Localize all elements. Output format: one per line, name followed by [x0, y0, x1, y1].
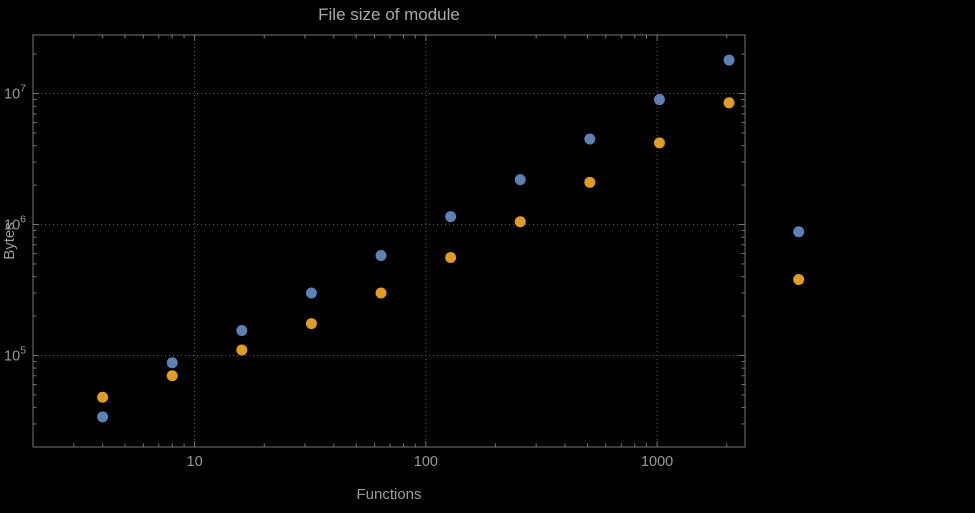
chart-title: File size of module [318, 5, 460, 24]
y-tick-label: 105 [4, 344, 26, 364]
data-point-orange [305, 318, 317, 330]
data-point-orange [236, 344, 248, 356]
data-point-blue [375, 249, 387, 261]
data-point-orange [653, 137, 665, 149]
y-tick-label: 106 [4, 214, 26, 234]
data-point-blue [97, 411, 109, 423]
x-tick-label: 100 [414, 454, 438, 470]
data-point-blue [723, 54, 735, 66]
data-point-blue [305, 287, 317, 299]
x-axis-label: Functions [356, 486, 422, 503]
x-tick-label: 10 [187, 454, 203, 470]
data-point-orange [97, 391, 109, 403]
data-point-orange [375, 287, 387, 299]
data-point-orange [166, 370, 178, 382]
data-point-blue [793, 226, 805, 238]
data-point-blue [236, 325, 248, 337]
data-point-blue [584, 133, 596, 145]
data-point-orange [584, 176, 596, 188]
data-point-orange [514, 216, 526, 228]
data-point-orange [793, 274, 805, 286]
plot-frame [32, 34, 746, 448]
data-point-blue [514, 174, 526, 186]
data-point-orange [445, 251, 457, 263]
x-tick-label: 1000 [641, 454, 673, 470]
data-point-blue [166, 357, 178, 369]
y-axis-label: Bytes [1, 222, 18, 260]
data-point-orange [723, 97, 735, 109]
y-tick-label: 107 [4, 83, 26, 103]
data-point-blue [445, 211, 457, 223]
data-point-blue [653, 94, 665, 106]
